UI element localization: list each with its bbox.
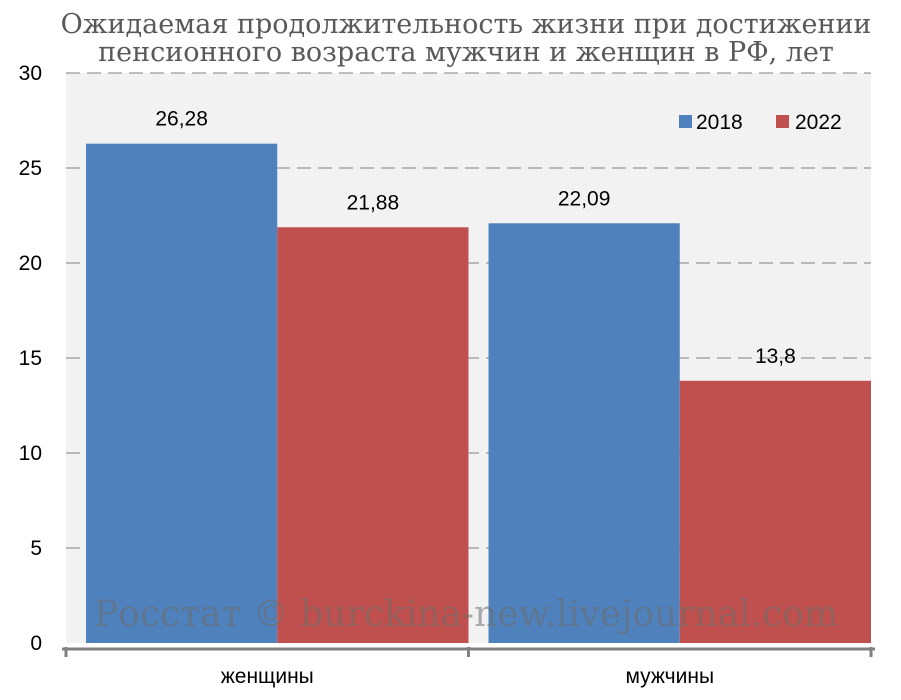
y-tick-label: 30 <box>19 62 42 85</box>
category-label: женщины <box>221 665 314 688</box>
data-label: 26,28 <box>155 108 208 131</box>
legend-label: 2022 <box>795 111 842 134</box>
legend-swatch-2022 <box>776 115 789 128</box>
bar-2018-2 <box>488 223 680 644</box>
x-axis <box>62 647 875 657</box>
legend-label: 2018 <box>696 111 743 134</box>
x-axis-category-labels: женщины мужчины <box>221 665 714 688</box>
chart-title-line-1: Ожидаемая продолжительность жизни при до… <box>61 9 872 40</box>
y-tick-label: 25 <box>19 157 42 180</box>
y-tick-label: 5 <box>30 537 42 560</box>
bar-2022-1 <box>277 227 469 643</box>
y-tick-label: 10 <box>19 442 42 465</box>
data-labels: 26,28 22,09 21,88 13,8 <box>155 108 795 368</box>
bars <box>86 143 871 644</box>
legend-swatch-2018 <box>679 115 692 128</box>
y-axis-tick-labels: 0 5 10 15 20 25 30 <box>19 62 42 655</box>
chart-title-line-2: пенсионного возраста мужчин и женщин в Р… <box>98 37 834 68</box>
data-label: 22,09 <box>558 187 611 210</box>
data-label: 21,88 <box>347 191 400 214</box>
y-tick-label: 15 <box>19 347 42 370</box>
y-tick-label: 20 <box>19 252 42 275</box>
watermark-text: Росстат © burckina-new.livejournal.com <box>94 594 838 635</box>
category-label: мужчины <box>625 665 714 688</box>
bar-2018-1 <box>86 143 278 643</box>
y-tick-label: 0 <box>30 632 42 655</box>
bar-2022-2 <box>679 380 871 643</box>
data-label: 13,8 <box>755 345 796 368</box>
legend: 2018 2022 <box>679 111 842 134</box>
chart-title: Ожидаемая продолжительность жизни при до… <box>61 9 872 68</box>
